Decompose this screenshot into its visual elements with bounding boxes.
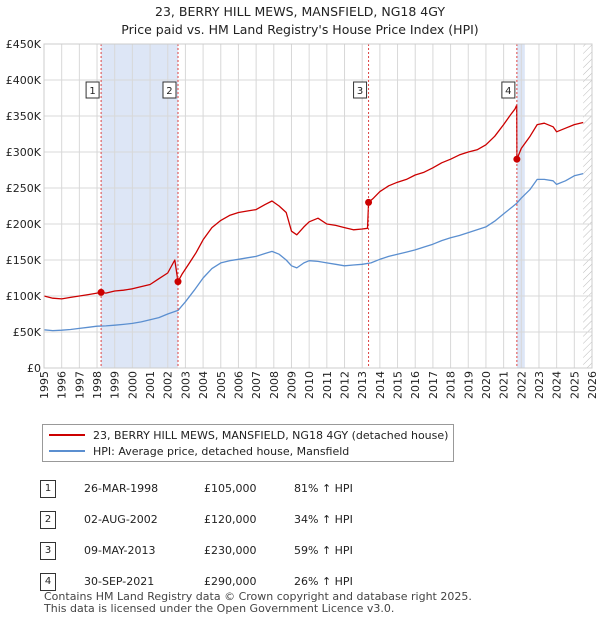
- x-tick-label: 2021: [498, 371, 511, 399]
- sale-badge: 4: [40, 572, 56, 591]
- sale-hpi-change: 26% ↑ HPI: [294, 575, 353, 588]
- legend-swatch-property: [49, 434, 85, 436]
- x-tick-label: 2010: [303, 371, 316, 399]
- sale-hpi-change: 59% ↑ HPI: [294, 544, 353, 557]
- sale-label: 3: [357, 86, 363, 97]
- legend-item-property: 23, BERRY HILL MEWS, MANSFIELD, NG18 4GY…: [49, 427, 448, 443]
- sale-date: 26-MAR-1998: [84, 482, 159, 495]
- y-tick-label: £350K: [6, 110, 42, 123]
- y-tick-label: £450K: [6, 38, 42, 51]
- legend-swatch-hpi: [49, 450, 85, 452]
- x-tick-label: 2017: [427, 371, 440, 399]
- sale-date: 09-MAY-2013: [84, 544, 156, 557]
- x-tick-label: 2025: [568, 371, 581, 399]
- x-tick-label: 2013: [356, 371, 369, 399]
- sale-price: £120,000: [204, 513, 257, 526]
- y-tick-label: £200K: [6, 218, 42, 231]
- chart-subtitle: Price paid vs. HM Land Registry's House …: [121, 22, 479, 37]
- sale-date: 30-SEP-2021: [84, 575, 155, 588]
- x-tick-label: 2022: [515, 371, 528, 399]
- footer-copyright: Contains HM Land Registry data © Crown c…: [44, 590, 472, 603]
- sale-hpi-change: 81% ↑ HPI: [294, 482, 353, 495]
- x-tick-label: 2015: [392, 371, 405, 399]
- x-tick-label: 1997: [73, 371, 86, 399]
- sale-price: £105,000: [204, 482, 257, 495]
- x-tick-label: 2007: [250, 371, 263, 399]
- sale-label-box: [85, 81, 100, 99]
- x-tick-label: 2000: [126, 371, 139, 399]
- table-row: 3 09-MAY-2013 £230,000 59% ↑ HPI: [40, 535, 353, 566]
- legend-item-hpi: HPI: Average price, detached house, Mans…: [49, 443, 349, 459]
- y-tick-label: £150K: [6, 254, 42, 267]
- x-tick-label: 2019: [462, 371, 475, 399]
- x-tick-label: 2009: [285, 371, 298, 399]
- table-row: 2 02-AUG-2002 £120,000 34% ↑ HPI: [40, 504, 353, 535]
- chart-title: 23, BERRY HILL MEWS, MANSFIELD, NG18 4GY: [155, 4, 445, 19]
- x-tick-label: 2020: [480, 371, 493, 399]
- sale-date: 02-AUG-2002: [84, 513, 158, 526]
- x-tick-label: 2012: [339, 371, 352, 399]
- x-tick-label: 2024: [551, 371, 564, 399]
- x-tick-label: 2005: [215, 371, 228, 399]
- x-tick-label: 2004: [197, 371, 210, 399]
- sale-point: [513, 155, 521, 163]
- forecast-hatch: [583, 44, 592, 368]
- table-row: 1 26-MAR-1998 £105,000 81% ↑ HPI: [40, 473, 353, 504]
- x-tick-label: 2016: [409, 371, 422, 399]
- y-tick-label: £0: [27, 362, 41, 375]
- x-tick-label: 2003: [179, 371, 192, 399]
- transactions-table: 1 26-MAR-1998 £105,000 81% ↑ HPI 2 02-AU…: [40, 473, 353, 597]
- x-tick-label: 1995: [38, 371, 51, 399]
- legend-label-hpi: HPI: Average price, detached house, Mans…: [93, 444, 350, 458]
- legend-label-property: 23, BERRY HILL MEWS, MANSFIELD, NG18 4GY…: [93, 428, 449, 442]
- x-tick-label: 2011: [321, 371, 334, 399]
- sale-label: 2: [166, 86, 172, 97]
- price-chart: 1 2 3 4 £0 £50K £100K £150K £200K £250K £300K £350…: [6, 38, 599, 399]
- x-tick-label: 2018: [445, 371, 458, 399]
- y-tick-label: £100K: [6, 290, 42, 303]
- x-tick-label: 2008: [268, 371, 281, 399]
- sale-label: 1: [89, 86, 95, 97]
- x-tick-label: 1999: [109, 371, 122, 399]
- sale-badge: 1: [40, 479, 56, 498]
- sale-point: [97, 288, 105, 296]
- chart-legend: 23, BERRY HILL MEWS, MANSFIELD, NG18 4GY…: [42, 424, 454, 462]
- sale-badge: 3: [40, 541, 56, 560]
- x-tick-label: 2026: [586, 371, 599, 399]
- sale-label: 4: [505, 86, 511, 97]
- sale-badge: 2: [40, 510, 56, 529]
- x-tick-label: 2001: [144, 371, 157, 399]
- x-tick-label: 2002: [162, 371, 175, 399]
- y-tick-label: £250K: [6, 182, 42, 195]
- sale-price: £230,000: [204, 544, 257, 557]
- x-tick-label: 2006: [232, 371, 245, 399]
- property-price-line: [43, 104, 584, 300]
- x-tick-label: 1998: [91, 371, 104, 399]
- y-tick-label: £400K: [6, 74, 42, 87]
- y-tick-label: £50K: [13, 326, 42, 339]
- table-row: 4 30-SEP-2021 £290,000 26% ↑ HPI: [40, 566, 353, 597]
- footer-licence: This data is licensed under the Open Gov…: [44, 602, 395, 615]
- sale-point: [365, 198, 373, 206]
- x-tick-label: 2014: [374, 371, 387, 399]
- y-tick-label: £300K: [6, 146, 42, 159]
- sale-price: £290,000: [204, 575, 257, 588]
- sale-label-box: [353, 81, 368, 99]
- plot-border: [43, 43, 593, 369]
- hpi-line: [43, 172, 584, 332]
- sale-hpi-change: 34% ↑ HPI: [294, 513, 353, 526]
- sale-label-box: [162, 81, 177, 99]
- sale-label-box: [501, 81, 516, 99]
- x-tick-label: 1996: [56, 371, 69, 399]
- sale-point: [174, 278, 182, 286]
- x-tick-label: 2023: [533, 371, 546, 399]
